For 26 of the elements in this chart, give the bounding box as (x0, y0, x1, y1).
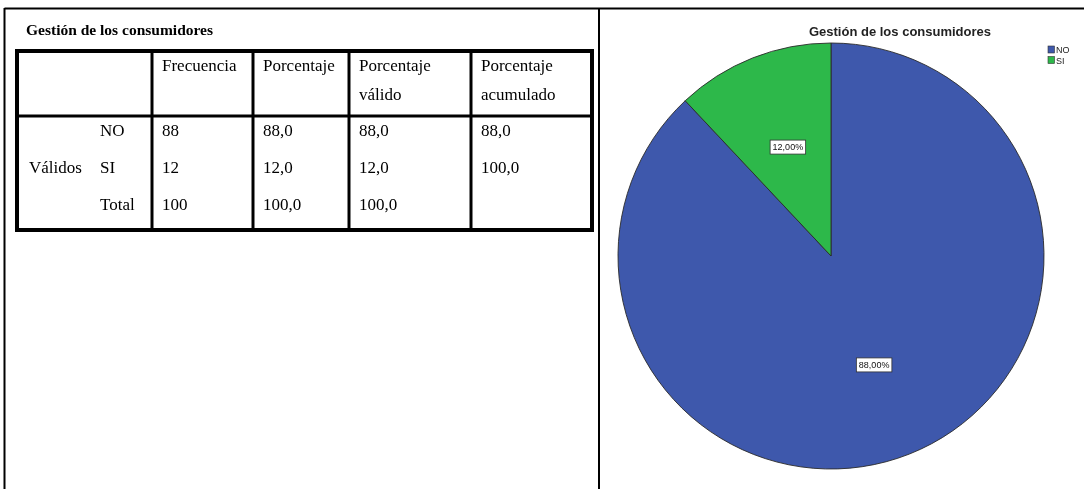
legend-label: NO (1056, 45, 1070, 55)
text: 88 (162, 121, 179, 140)
text: 100,0 (359, 195, 398, 214)
text: 100,0 (263, 195, 302, 214)
category-label: SI (100, 158, 116, 177)
text: Gestión de los consumidores (26, 21, 214, 38)
text: 100,0 (481, 158, 520, 177)
text: Válidos (29, 158, 82, 177)
text: 88,0 (263, 121, 293, 140)
category-label: NO (100, 121, 125, 140)
category-label: Frecuencia (162, 56, 238, 75)
category-label: Porcentaje (263, 56, 335, 75)
category-label: Porcentaje acumulado (481, 56, 556, 104)
legend-label: SI (1056, 55, 1065, 66)
chart-title: Gestión de los consumidores (808, 24, 992, 39)
text: 88,0 (481, 121, 511, 140)
data-label: 12,00% (772, 142, 804, 153)
pie-slice (617, 42, 1045, 470)
text: 12,0 (359, 158, 389, 177)
data-label: 88,00% (858, 360, 890, 371)
text: 12,0 (263, 158, 293, 177)
text: 12 (162, 158, 179, 177)
text: 88,0 (359, 121, 389, 140)
category-label: Total (100, 195, 135, 214)
text: 100 (162, 195, 188, 214)
category-label: Porcentaje válido (359, 56, 431, 104)
